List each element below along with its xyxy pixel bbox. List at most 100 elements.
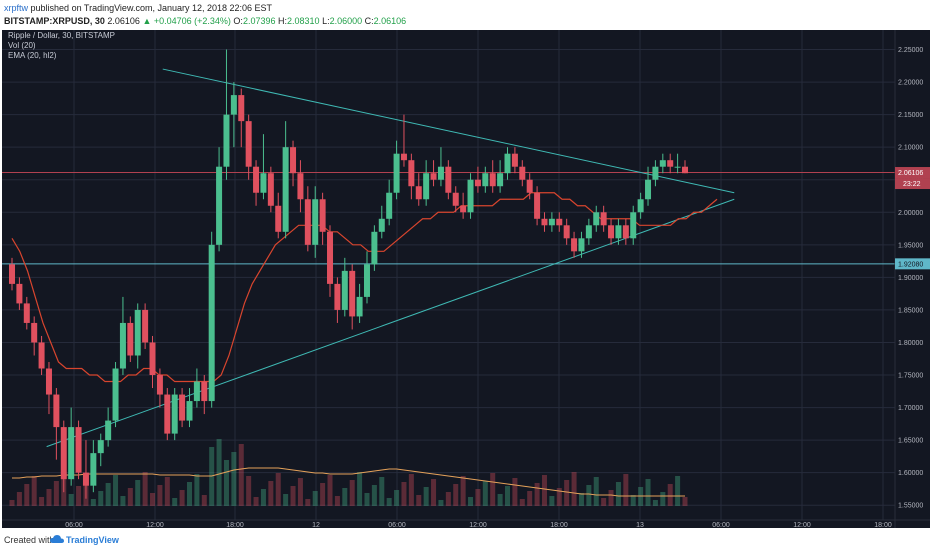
author-link[interactable]: xrpftw	[4, 3, 29, 13]
candle-body	[393, 153, 400, 193]
current-price-tag: 2.06106	[898, 170, 923, 177]
candle	[608, 218, 615, 245]
support-tag-bg	[895, 258, 930, 270]
candle-body	[134, 309, 141, 356]
volume-bar	[24, 484, 30, 506]
candle	[526, 173, 533, 200]
symbol-line: BITSTAMP:XRPUSD, 30 2.06106 ▲ +0.04706 (…	[4, 16, 406, 26]
volume-bar	[68, 494, 74, 506]
volume-bar	[127, 488, 133, 506]
candle-body	[415, 186, 422, 200]
volume-bar	[260, 489, 266, 506]
candle	[548, 212, 555, 232]
candle-body	[319, 199, 326, 232]
open-label: O:	[233, 16, 243, 26]
candle-body	[216, 166, 223, 245]
candle-body	[112, 368, 119, 421]
tradingview-brand[interactable]: TradingView	[66, 535, 119, 545]
candle-body	[630, 212, 637, 239]
candle	[179, 388, 186, 428]
candle	[504, 147, 511, 180]
volume-bar	[9, 500, 15, 506]
candle-body	[504, 153, 511, 174]
candle	[53, 388, 60, 460]
volume-bar	[423, 487, 429, 506]
candle	[105, 407, 112, 447]
volume-bar	[179, 490, 185, 506]
candle	[578, 231, 585, 258]
y-tick-label: 2.10000	[898, 145, 923, 152]
candle	[341, 257, 348, 317]
volume-bars	[9, 439, 688, 506]
candle	[23, 296, 30, 330]
candle-body	[534, 192, 541, 219]
candle	[489, 160, 496, 193]
volume-bar	[490, 473, 496, 506]
candle	[9, 257, 15, 291]
y-tick-label: 1.85000	[898, 307, 923, 314]
candle	[164, 388, 171, 441]
ema-line	[11, 192, 718, 383]
candle-body	[600, 212, 607, 226]
candle-body	[452, 192, 459, 206]
candle-body	[637, 199, 644, 213]
candle-body	[378, 218, 385, 232]
candle-body	[445, 166, 452, 193]
volume-bar	[357, 472, 363, 506]
candle	[430, 160, 437, 187]
candle	[267, 166, 274, 213]
candle-body	[489, 173, 496, 187]
volume-bar	[297, 478, 303, 506]
candle-body	[304, 199, 311, 245]
candle	[82, 440, 89, 499]
countdown-tag-bg	[895, 178, 930, 190]
volume-bar	[512, 478, 518, 506]
x-tick-label: 06:00	[65, 522, 83, 528]
candle-body	[53, 394, 60, 428]
x-tick-label: 18:00	[550, 522, 568, 528]
candle	[245, 114, 252, 180]
price-axis	[895, 30, 930, 528]
candle	[519, 160, 526, 187]
candle	[171, 388, 178, 441]
candle	[460, 192, 467, 219]
candle-body	[482, 173, 489, 187]
volume-bar	[505, 486, 511, 506]
candle-body	[556, 218, 563, 226]
countdown-tag: 23:22	[903, 181, 921, 188]
candle-body	[674, 166, 681, 168]
chart-area[interactable]: 2.250002.200002.150002.100002.050002.000…	[2, 30, 930, 528]
candle-body	[423, 173, 430, 200]
candle-body	[526, 179, 533, 193]
volume-bar	[652, 500, 658, 506]
volume-bar	[460, 476, 466, 506]
candle-body	[275, 205, 282, 232]
candle	[452, 186, 459, 213]
price-chart[interactable]: 2.250002.200002.150002.100002.050002.000…	[2, 30, 930, 528]
candle-body	[548, 218, 555, 226]
candle-body	[622, 225, 629, 239]
candle-body	[82, 472, 89, 486]
volume-bar	[135, 480, 141, 506]
volume-bar	[246, 476, 252, 506]
volume-bar	[201, 495, 207, 506]
candle	[327, 225, 334, 297]
candle	[386, 179, 393, 226]
open-value: 2.07396	[242, 16, 276, 26]
volume-bar	[386, 498, 392, 506]
candle-body	[282, 147, 289, 232]
volume-bar	[556, 488, 562, 506]
tradingview-cloud-icon	[50, 535, 64, 543]
candle-body	[31, 322, 38, 343]
candle	[156, 368, 163, 408]
x-tick-label: 12:00	[146, 522, 164, 528]
candle	[134, 303, 141, 369]
volume-bar	[519, 499, 525, 506]
volume-bar	[468, 497, 474, 506]
candle-body	[327, 231, 334, 284]
candle	[615, 218, 622, 245]
candle	[275, 192, 282, 239]
volume-bar	[453, 484, 459, 506]
candle-body	[645, 179, 652, 200]
